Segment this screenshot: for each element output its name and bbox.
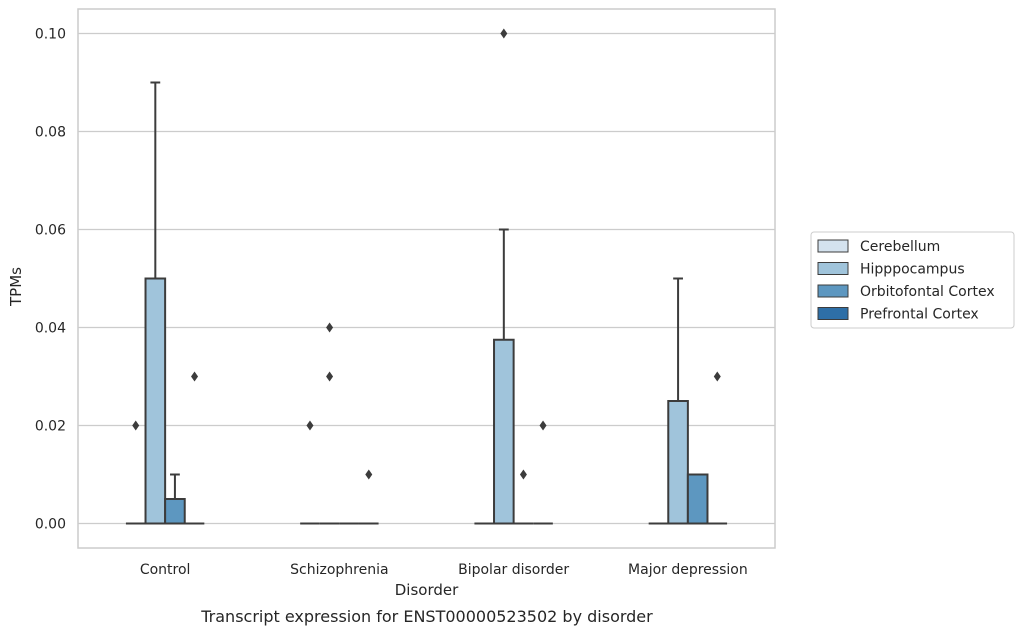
outlier-point (500, 28, 508, 39)
outlier-point (326, 322, 334, 333)
box-hipppocampus (319, 322, 340, 525)
x-axis-label: Disorder (395, 581, 459, 599)
legend-swatch (817, 239, 849, 253)
legend: Cerebellum Hipppocampus Orbitofontal Corte… (810, 231, 1015, 329)
y-tick-label: 0.04 (35, 321, 66, 337)
y-axis-ticks: 0.00 0.02 0.04 0.06 0.08 0.10 (35, 27, 66, 533)
box-body (164, 498, 186, 525)
box-orbitofontal-cortex (686, 473, 709, 525)
legend-label: Prefrontal Cortex (860, 307, 979, 323)
outlier-point (713, 371, 721, 382)
box-cerebellum (300, 420, 320, 525)
outlier-point (132, 420, 140, 431)
box-body (493, 338, 515, 525)
chart-caption: Transcript expression for ENST0000052350… (200, 607, 653, 626)
box-prefrontal-cortex (358, 469, 379, 525)
plot-marks (125, 28, 728, 525)
y-tick-label: 0.02 (35, 419, 66, 435)
box-orbitofontal-cortex (513, 469, 534, 525)
box-body (144, 277, 167, 525)
y-tick-label: 0.00 (35, 517, 66, 533)
legend-label: Orbitofontal Cortex (860, 284, 995, 300)
legend-box (810, 231, 1015, 329)
box-prefrontal-cortex (533, 420, 553, 525)
y-tick-label: 0.10 (35, 27, 66, 43)
legend-swatch (817, 262, 849, 275)
box-prefrontal-cortex (707, 371, 728, 525)
box-body (686, 473, 709, 525)
box-prefrontal-cortex (184, 371, 205, 525)
box-hipppocampus (667, 277, 689, 525)
box-cerebellum (125, 420, 146, 525)
outlier-point (191, 371, 199, 382)
y-tick-label: 0.08 (35, 125, 66, 141)
x-tick-label: Control (140, 562, 191, 578)
outlier-point (365, 469, 373, 480)
legend-swatch (817, 307, 849, 320)
outlier-point (539, 420, 547, 431)
x-tick-label: Major depression (628, 562, 748, 578)
x-axis-ticks: Control Schizophrenia Bipolar disorder Majo… (140, 562, 748, 578)
outlier-point (306, 420, 314, 431)
plot-frame (77, 8, 776, 549)
legend-swatch (817, 284, 849, 298)
outlier-point (519, 469, 527, 480)
outlier-point (326, 371, 334, 382)
x-tick-label: Bipolar disorder (458, 562, 569, 578)
box-body (667, 400, 689, 525)
box-hipppocampus (493, 28, 515, 525)
x-tick-label: Schizophrenia (290, 562, 388, 578)
legend-label: Cerebellum (860, 239, 940, 255)
box-orbitofontal-cortex (164, 473, 186, 525)
y-tick-label: 0.06 (35, 223, 66, 239)
box-hipppocampus (144, 81, 167, 525)
y-axis-label: TPMs (7, 267, 25, 307)
legend-label: Hipppocampus (860, 262, 965, 278)
